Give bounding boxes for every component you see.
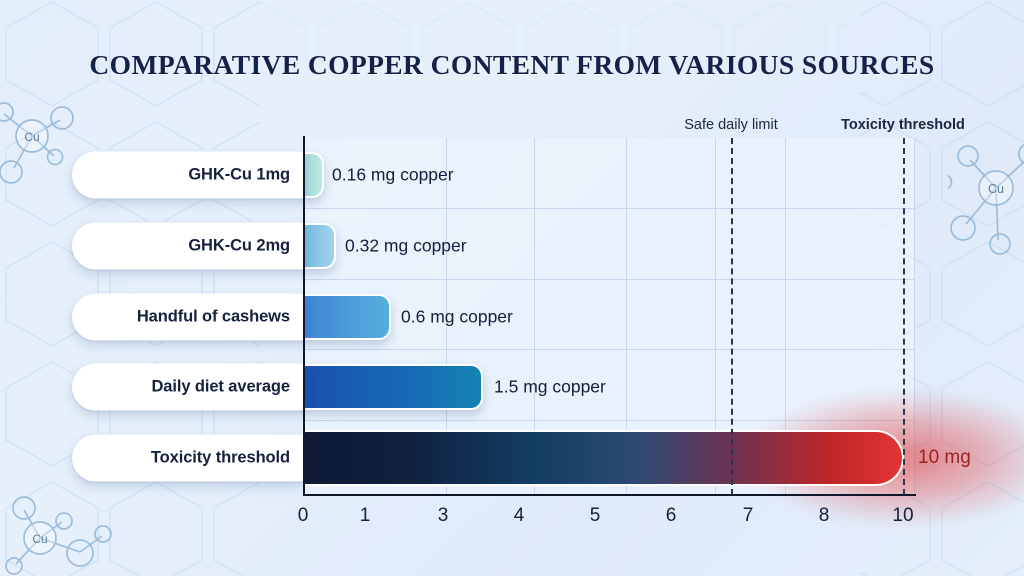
bar-row-daily-diet-average: Daily diet average 1.5 mg copper (0, 352, 1024, 422)
bar-daily-diet-average (303, 364, 483, 410)
x-tick-5: 5 (589, 505, 601, 526)
x-tick-3: 3 (437, 505, 449, 526)
gridline-vertical (715, 138, 716, 494)
bar-value-label: 0.6 mg copper (401, 306, 513, 327)
row-label-pill: Daily diet average (72, 363, 304, 411)
x-tick-10: 10 (892, 505, 914, 526)
gridline-horizontal (303, 279, 915, 280)
x-tick-0: 0 (297, 505, 309, 526)
toxicity-threshold-line (903, 138, 905, 495)
bar-row-ghk-cu-2mg: GHK-Cu 2mg 0.32 mg copper (0, 211, 1024, 281)
gridline-horizontal (303, 349, 915, 350)
safe-daily-limit-label: Safe daily limit (684, 117, 778, 133)
row-label: Daily diet average (151, 377, 290, 396)
bar-handful-of-cashews (303, 294, 391, 340)
bar-row-handful-of-cashews: Handful of cashews 0.6 mg copper (0, 282, 1024, 352)
gridline-vertical (785, 138, 786, 494)
toxicity-value-label: 10 mg (918, 447, 971, 468)
copper-molecule-icon: Cu (5, 496, 112, 575)
bar-ghk-cu-1mg (303, 152, 324, 198)
bar-ghk-cu-2mg (303, 223, 336, 269)
bar-value-label: 0.32 mg copper (345, 235, 467, 256)
x-tick-1: 1 (359, 505, 371, 526)
x-tick-6: 6 (665, 505, 677, 526)
row-label-pill: Handful of cashews (72, 293, 304, 341)
y-axis-line (303, 136, 305, 496)
row-label-pill: Toxicity threshold (72, 434, 304, 482)
bar-row-ghk-cu-1mg: GHK-Cu 1mg 0.16 mg copper (0, 140, 1024, 210)
gridline-vertical (914, 138, 915, 494)
gridline-vertical (626, 138, 627, 494)
row-label-pill: GHK-Cu 2mg (72, 222, 304, 270)
safe-daily-limit-line (731, 138, 733, 495)
row-label: Toxicity threshold (150, 448, 290, 467)
x-axis-line (303, 494, 916, 496)
row-label: GHK-Cu 1mg (188, 165, 290, 184)
gridline-horizontal (303, 420, 915, 421)
bar-row-toxicity-threshold: Toxicity threshold 10 mg (0, 393, 1024, 523)
row-label-pill: GHK-Cu 1mg (72, 151, 304, 199)
gridline-horizontal (303, 208, 915, 209)
x-tick-7: 7 (742, 505, 754, 526)
bar-value-label: 0.16 mg copper (332, 164, 454, 185)
row-label: GHK-Cu 2mg (188, 236, 290, 255)
x-tick-4: 4 (513, 505, 525, 526)
bar-value-label: 1.5 mg copper (494, 376, 606, 397)
bar-toxicity-threshold (303, 430, 904, 486)
page-title: COMPARATIVE COPPER CONTENT FROM VARIOUS … (89, 49, 935, 80)
x-tick-8: 8 (818, 505, 830, 526)
row-label: Handful of cashews (136, 307, 290, 326)
svg-text:Cu: Cu (32, 532, 47, 546)
gridline-vertical (446, 138, 447, 494)
gridline-vertical (534, 138, 535, 494)
toxicity-threshold-label: Toxicity threshold (841, 117, 965, 133)
